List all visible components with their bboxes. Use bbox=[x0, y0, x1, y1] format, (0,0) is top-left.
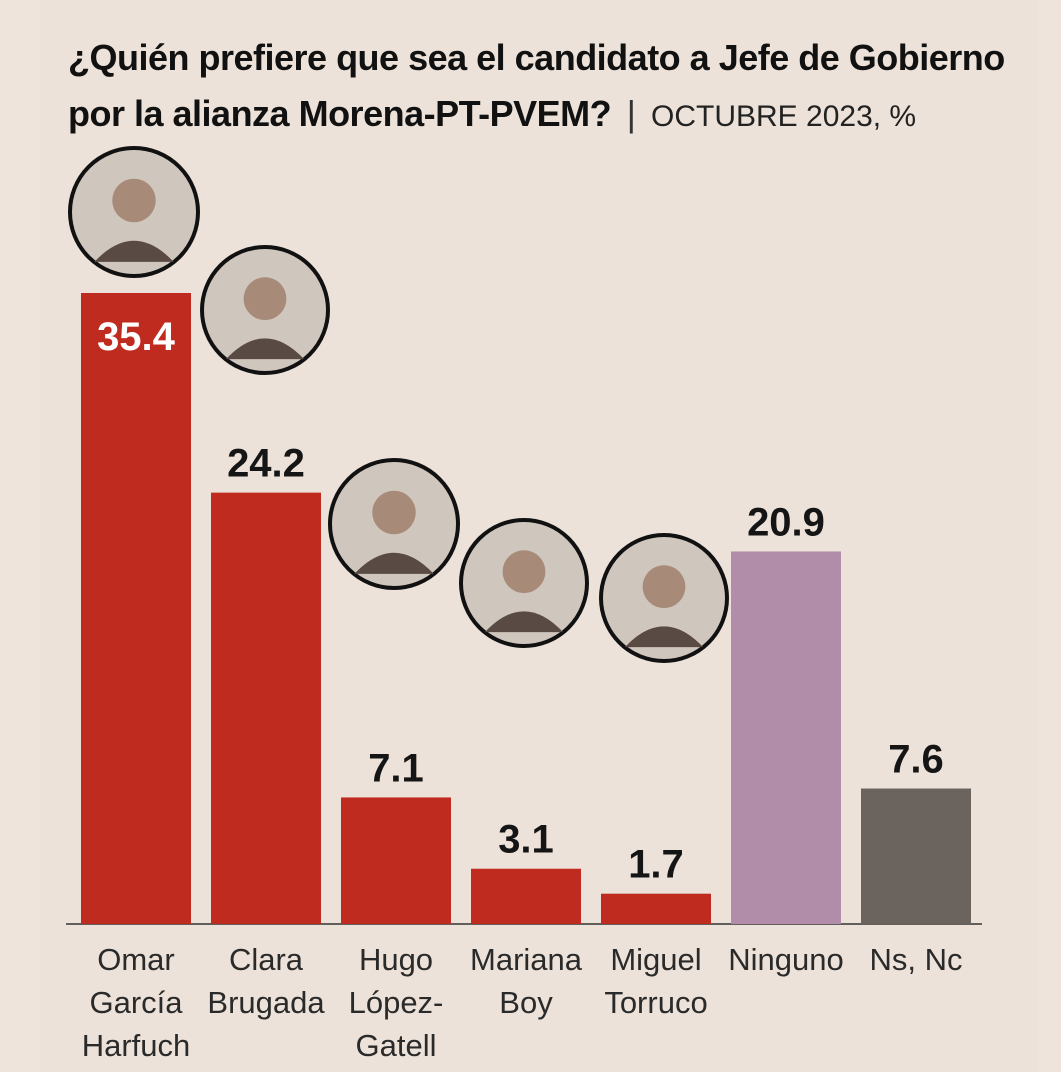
chart-title: ¿Quién prefiere que sea el candidato a J… bbox=[68, 30, 1008, 145]
title-separator: | bbox=[626, 93, 636, 134]
photo-head bbox=[372, 490, 416, 535]
value-label-1: 35.4 bbox=[97, 315, 176, 359]
bar-6 bbox=[731, 551, 841, 924]
photo-head bbox=[642, 565, 686, 609]
value-label-4: 3.1 bbox=[498, 818, 554, 862]
bar-4 bbox=[471, 868, 581, 924]
category-label-2: Clara Brugada bbox=[207, 942, 325, 1020]
bar-7 bbox=[861, 788, 971, 924]
photo-shoulders bbox=[225, 338, 305, 360]
value-label-3: 7.1 bbox=[368, 746, 424, 790]
category-label-1: Omar García Harfuch bbox=[82, 942, 191, 1063]
value-label-5: 1.7 bbox=[628, 843, 684, 887]
category-label-4: Mariana Boy bbox=[470, 942, 583, 1020]
value-label-6: 20.9 bbox=[747, 500, 825, 544]
title-main: ¿Quién prefiere que sea el candidato a J… bbox=[68, 37, 1005, 134]
title-subtitle: OCTUBRE 2023, % bbox=[651, 100, 917, 133]
category-label-6: Ninguno bbox=[728, 942, 843, 977]
photo-shoulders bbox=[94, 240, 174, 262]
bar-2 bbox=[211, 492, 321, 924]
photo-head bbox=[112, 178, 156, 223]
bar-3 bbox=[341, 797, 451, 924]
candidate-photo-4 bbox=[459, 518, 589, 648]
candidate-photo-1 bbox=[68, 146, 200, 278]
candidate-photo-3 bbox=[328, 458, 460, 590]
category-label-7: Ns, Nc bbox=[870, 942, 963, 977]
value-label-2: 24.2 bbox=[227, 442, 305, 486]
category-label-5: Miguel Torruco bbox=[604, 942, 707, 1020]
photo-shoulders bbox=[484, 611, 564, 633]
bar-5 bbox=[601, 893, 711, 924]
value-label-7: 7.6 bbox=[888, 738, 944, 782]
candidate-photo-5 bbox=[599, 533, 729, 663]
photo-shoulders bbox=[624, 626, 704, 648]
bar-1 bbox=[81, 293, 191, 924]
category-label-3: Hugo López-Gatell bbox=[349, 942, 444, 1063]
photo-shoulders bbox=[354, 552, 434, 574]
candidate-photo-2 bbox=[200, 245, 330, 375]
photo-head bbox=[243, 277, 287, 321]
photo-head bbox=[502, 550, 546, 594]
